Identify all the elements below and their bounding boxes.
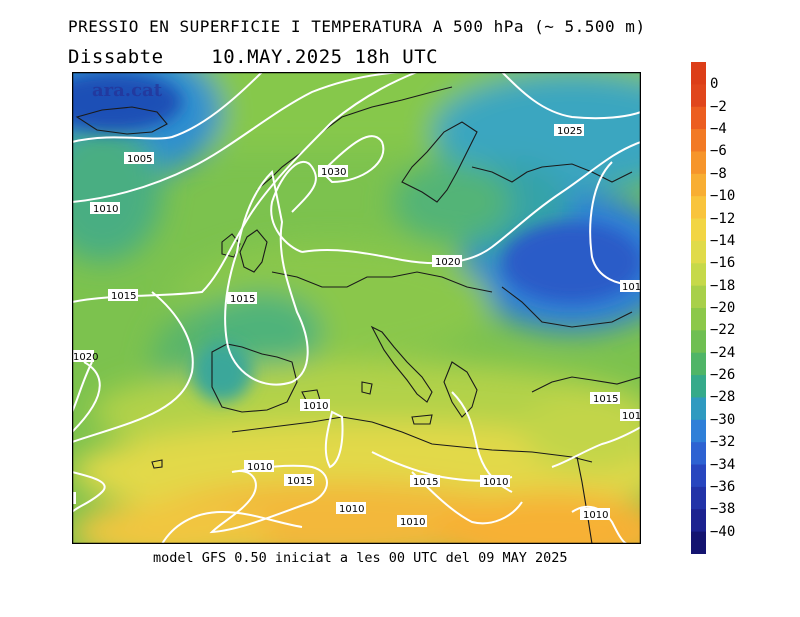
svg-text:1010: 1010: [400, 517, 425, 528]
color-scale-bar: [691, 62, 706, 554]
color-scale-label: −36: [710, 478, 736, 495]
color-scale-segment: [691, 84, 706, 108]
color-scale-segment: [691, 106, 706, 130]
weather-map: 1005 1010 1015 1020 1030 1020 1025 101 1…: [72, 72, 641, 544]
isobar-label: 1010: [480, 475, 510, 488]
svg-text:1015: 1015: [111, 291, 136, 302]
watermark: ara.cat: [92, 80, 163, 101]
color-scale-segment: [691, 531, 706, 554]
svg-text:1010: 1010: [93, 204, 118, 215]
color-scale-segment: [691, 263, 706, 287]
color-scale-label: −10: [710, 188, 736, 205]
svg-text:1005: 1005: [127, 154, 152, 165]
svg-text:1015: 1015: [287, 476, 312, 487]
color-scale-segment: [691, 62, 706, 85]
isobar-label: 1020: [432, 255, 462, 268]
forecast-date: 10.MAY.2025 18h UTC: [211, 46, 439, 68]
isobar-label: 101: [620, 280, 641, 293]
color-scale-segment: [691, 129, 706, 152]
model-info: model GFS 0.50 iniciat a les 00 UTC del …: [153, 550, 568, 566]
color-scale-label: −34: [710, 456, 736, 473]
color-scale-segment: [691, 509, 706, 533]
color-scale-label: −30: [710, 411, 736, 428]
color-scale-segment: [691, 308, 706, 331]
chart-title: PRESSIO EN SUPERFICIE I TEMPERATURA A 50…: [68, 17, 646, 36]
color-scale-label: −6: [710, 143, 727, 160]
color-scale-segment: [691, 419, 706, 443]
color-scale-segment: [691, 464, 706, 488]
isobar-label: 1015: [227, 292, 257, 305]
svg-text:1025: 1025: [557, 126, 582, 137]
color-scale-label: −22: [710, 322, 736, 339]
color-scale-segment: [691, 151, 706, 175]
isobar-label: 1010: [397, 515, 427, 528]
color-scale-label: −4: [710, 121, 727, 138]
isobar-label: 1015: [284, 474, 314, 487]
svg-text:1010: 1010: [483, 477, 508, 488]
color-scale-label: −32: [710, 434, 736, 451]
color-scale-segment: [691, 240, 706, 264]
color-scale-segment: [691, 173, 706, 197]
color-scale-label: −16: [710, 255, 736, 272]
isobar-label: 1025: [554, 124, 584, 137]
isobar-label: 1010: [72, 492, 76, 504]
color-scale-label: −38: [710, 501, 736, 518]
isobar-label: 1015: [410, 475, 440, 488]
color-scale-label: −8: [710, 165, 727, 182]
svg-text:1015: 1015: [593, 394, 618, 405]
svg-text:1010: 1010: [583, 510, 608, 521]
svg-text:1015: 1015: [230, 294, 255, 305]
color-scale-label: −28: [710, 389, 736, 406]
temperature-field: 1005 1010 1015 1020 1030 1020 1025 101 1…: [72, 72, 641, 544]
forecast-day: Dissabte: [68, 46, 164, 68]
isobar-label: 1010: [300, 399, 330, 412]
isobar-label: 1015: [108, 289, 138, 302]
color-scale-label: −12: [710, 210, 736, 227]
isobar-lines: [72, 72, 641, 544]
isobar-label: 1020: [72, 350, 98, 363]
color-scale-label: −24: [710, 344, 736, 361]
coastline-overlay: [75, 86, 641, 544]
svg-text:1020: 1020: [73, 352, 98, 363]
isobar-label: 1010: [580, 508, 610, 521]
color-scale-segment: [691, 218, 706, 242]
color-scale-label: −14: [710, 232, 736, 249]
svg-text:101: 101: [622, 411, 641, 422]
color-scale-segment: [691, 442, 706, 466]
color-scale-label: −18: [710, 277, 736, 294]
isobar-label: 1030: [318, 165, 348, 178]
svg-text:1010: 1010: [247, 462, 272, 473]
isobar-labels: 1005 1010 1015 1020 1030 1020 1025 101 1…: [72, 124, 641, 528]
color-scale-label: −26: [710, 367, 736, 384]
isobar-label: 1010: [336, 502, 366, 515]
color-scale-label: 0: [710, 76, 719, 93]
color-scale-segment: [691, 285, 706, 309]
svg-text:1030: 1030: [321, 167, 346, 178]
isobar-label: 1010: [244, 460, 274, 473]
svg-text:1015: 1015: [413, 477, 438, 488]
isobar-label: 1010: [90, 202, 120, 215]
color-scale-segment: [691, 196, 706, 220]
svg-text:1010: 1010: [339, 504, 364, 515]
isobar-label: 1015: [590, 392, 620, 405]
isobar-label: 101: [620, 409, 641, 422]
svg-text:1020: 1020: [435, 257, 460, 268]
color-scale-label: −20: [710, 300, 736, 316]
color-scale-segment: [691, 397, 706, 421]
svg-text:101: 101: [622, 282, 641, 293]
svg-text:1010: 1010: [303, 401, 328, 412]
forecast-time: Dissabte 10.MAY.2025 18h UTC: [68, 46, 438, 68]
color-scale-segment: [691, 330, 706, 354]
color-scale-segment: [691, 375, 706, 398]
color-scale-segment: [691, 486, 706, 510]
isobar-label: 1005: [124, 152, 154, 165]
color-scale-label: −2: [710, 98, 727, 115]
color-scale-label: −40: [710, 523, 736, 540]
color-scale-segment: [691, 352, 706, 376]
